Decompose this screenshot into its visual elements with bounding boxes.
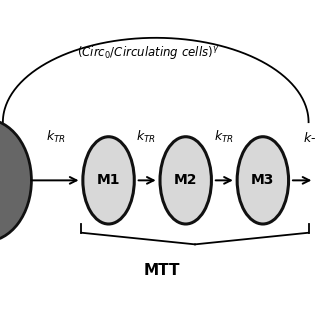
Text: MTT: MTT: [143, 263, 180, 278]
Text: $\mathit{k}$-: $\mathit{k}$-: [303, 132, 316, 146]
Text: $(Circ_0/Circulating\ cells)^\gamma$: $(Circ_0/Circulating\ cells)^\gamma$: [77, 44, 220, 60]
Ellipse shape: [83, 137, 134, 224]
Text: M2: M2: [174, 173, 197, 188]
Text: M3: M3: [251, 173, 275, 188]
Text: $\mathit{k}_{TR}$: $\mathit{k}_{TR}$: [136, 129, 156, 146]
Text: $\mathit{k}_{TR}$: $\mathit{k}_{TR}$: [46, 129, 66, 146]
Text: $\mathit{k}_{TR}$: $\mathit{k}_{TR}$: [214, 129, 234, 146]
Ellipse shape: [0, 119, 31, 242]
Text: M1: M1: [97, 173, 120, 188]
Ellipse shape: [237, 137, 289, 224]
Ellipse shape: [160, 137, 212, 224]
